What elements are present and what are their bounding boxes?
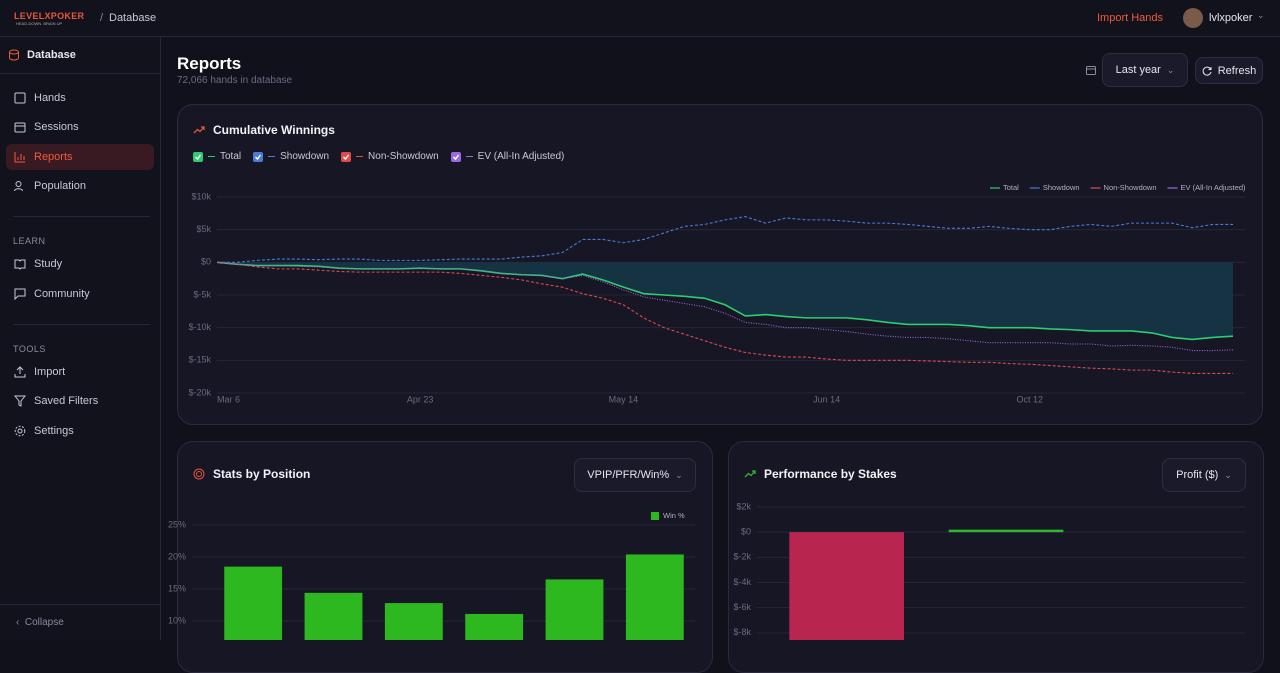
series-toggle[interactable]: Non-Showdown	[341, 151, 439, 162]
toggle-swatch	[208, 155, 215, 158]
range-label: Last year	[1115, 64, 1161, 76]
card-title-text: Stats by Position	[213, 467, 311, 481]
page-subtitle: 72,066 hands in database	[177, 75, 293, 86]
user-caret[interactable]: ⌄	[1257, 10, 1265, 20]
card-title: Performance by Stakes	[744, 467, 897, 481]
toggle-swatch	[268, 155, 276, 158]
nav-label: Sessions	[34, 121, 79, 133]
divider	[0, 73, 160, 74]
nav-item[interactable]: Population	[6, 173, 154, 199]
checkbox	[193, 151, 203, 162]
nav-label: Study	[34, 258, 63, 270]
avatar[interactable]	[1183, 8, 1203, 28]
nav-item[interactable]: Import	[6, 359, 154, 385]
refresh-button[interactable]: Refresh	[1195, 57, 1263, 84]
section-heading: LEARN	[13, 236, 46, 246]
nav-item[interactable]: Sessions	[6, 114, 154, 140]
page-title: Reports	[177, 54, 242, 73]
collapse-label: Collapse	[24, 617, 64, 628]
metric-label: Profit ($)	[1176, 469, 1219, 481]
nav-item[interactable]: Study	[6, 251, 154, 277]
divider	[13, 216, 150, 217]
checkbox	[253, 151, 264, 162]
toggle-label: Non-Showdown	[368, 151, 439, 162]
toggle-swatch	[356, 155, 364, 158]
nav-label: Hands	[34, 92, 66, 104]
logo[interactable]: LEVELXPOKER	[14, 11, 85, 21]
import-hands[interactable]: Import Hands	[1097, 12, 1164, 24]
card-title-text: Performance by Stakes	[764, 467, 897, 481]
breadcrumb-sep: /	[100, 12, 104, 24]
logo-tagline: HEAD-DOWN. BRAIN UP	[16, 21, 63, 26]
db-icon	[9, 49, 19, 61]
series-toggle[interactable]: Total	[193, 151, 241, 162]
divider	[0, 604, 160, 605]
breadcrumb[interactable]: Database	[109, 12, 157, 24]
toggle-swatch	[465, 155, 473, 158]
metric-label: VPIP/PFR/Win%	[587, 469, 670, 481]
metric-select[interactable]: VPIP/PFR/Win% ⌄	[574, 458, 696, 492]
sidebar-header: Database	[8, 49, 76, 61]
divider	[13, 324, 150, 325]
metric-select[interactable]: Profit ($) ⌄	[1162, 458, 1246, 492]
series-toggle[interactable]: Showdown	[253, 151, 329, 162]
sidebar: Database Hands Sessions Reports Populati…	[0, 37, 161, 640]
nav-label: Reports	[34, 151, 73, 163]
toggle-label: Total	[220, 151, 242, 162]
card-title-text: Cumulative Winnings	[213, 123, 335, 137]
series-toggles: Total Showdown Non-Showdown EV (All-In Adju…	[193, 151, 576, 162]
card-title: Stats by Position	[193, 467, 310, 481]
position-card: Stats by Position VPIP/PFR/Win% ⌄	[177, 441, 713, 673]
nav-item[interactable]: Settings	[6, 418, 154, 444]
nav-item[interactable]: Saved Filters	[6, 388, 154, 414]
nav-label: Population	[34, 180, 86, 192]
card-title: Cumulative Winnings	[193, 123, 335, 137]
top-bar: LEVELXPOKER HEAD-DOWN. BRAIN UP / Databa…	[0, 0, 1280, 37]
cumulative-card: Cumulative Winnings Total Showdown Non-Sho…	[177, 104, 1263, 425]
nav-label: Import	[34, 366, 66, 378]
stakes-card: Performance by Stakes Profit ($) ⌄	[728, 441, 1264, 673]
series-toggle[interactable]: EV (All-In Adjusted)	[450, 151, 565, 162]
nav-item[interactable]: Reports	[6, 144, 154, 170]
nav-item[interactable]: Community	[6, 281, 154, 307]
checkbox	[341, 151, 352, 162]
nav-label: Community	[34, 288, 90, 300]
nav-label: Settings	[34, 425, 74, 437]
toggle-label: EV (All-In Adjusted)	[477, 151, 565, 162]
refresh-label: Refresh	[1217, 64, 1257, 77]
username[interactable]: lvlxpoker	[1209, 12, 1253, 24]
nav-item[interactable]: Hands	[6, 85, 154, 111]
range-select[interactable]: Last year ⌄	[1102, 53, 1188, 87]
toggle-label: Showdown	[280, 151, 330, 162]
nav-label: Saved Filters	[34, 395, 99, 407]
sidebar-title: Database	[27, 49, 76, 61]
section-heading: TOOLS	[13, 344, 46, 354]
calendar-icon	[1086, 66, 1096, 75]
collapse[interactable]: ‹ Collapse	[16, 617, 64, 628]
checkbox	[450, 151, 461, 162]
